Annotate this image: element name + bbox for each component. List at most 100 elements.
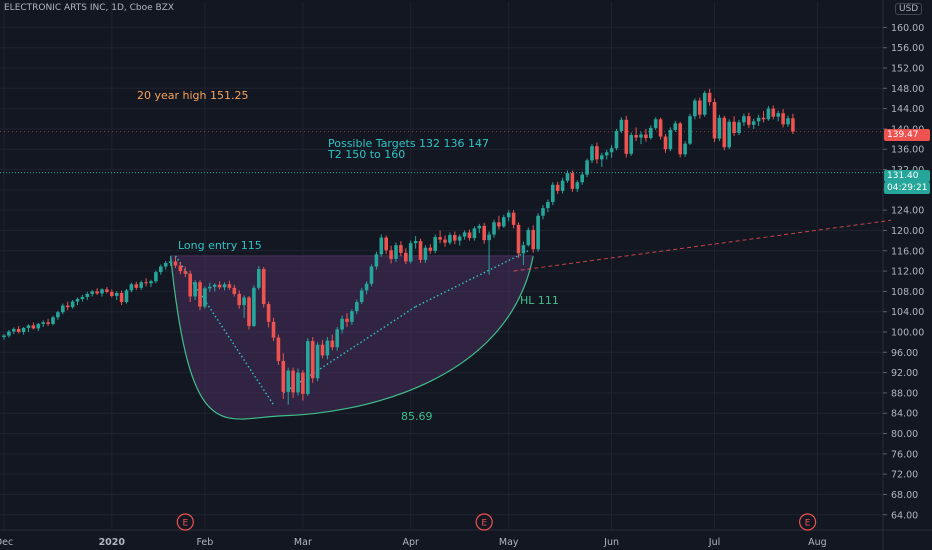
candle-body	[36, 323, 41, 329]
dotted-line	[415, 250, 529, 308]
candle-body	[301, 372, 305, 394]
candle-body	[404, 252, 408, 262]
candle-body	[737, 122, 741, 133]
candle-body	[139, 282, 143, 288]
price-tick-label: 136.00	[891, 145, 924, 156]
candle-body	[198, 282, 202, 307]
candle-body	[428, 247, 433, 251]
annotation-targets-t2: T2 150 to 160	[327, 148, 405, 161]
last-price-tag: 139.47	[884, 129, 930, 141]
candle-body	[482, 225, 486, 241]
annotation-long-entry: Long entry 115	[178, 239, 262, 252]
earnings-marker-circle	[798, 513, 817, 531]
candle-body	[46, 322, 50, 324]
candle-body	[193, 282, 197, 297]
candle-body	[580, 174, 584, 183]
time-tick-label: Aug	[808, 537, 827, 548]
time-tick-label: Jun	[603, 537, 619, 548]
candle-body	[506, 212, 511, 218]
candle-body	[776, 113, 780, 117]
candle-body	[619, 119, 624, 131]
candle-body	[41, 322, 45, 324]
candle-body	[644, 134, 648, 139]
candle-body	[119, 292, 124, 303]
price-tick-label: 152.00	[891, 64, 924, 75]
candle-body	[212, 284, 217, 287]
candle-body	[747, 116, 751, 125]
candle-body	[359, 290, 364, 303]
candle-body	[384, 237, 388, 251]
time-tick-label: Feb	[196, 537, 213, 548]
candle-body	[541, 208, 545, 216]
candle-body	[487, 234, 491, 241]
candle-body	[266, 304, 271, 322]
price-tick-label: 156.00	[891, 43, 924, 54]
candle-body	[325, 340, 330, 356]
candle-body	[712, 102, 717, 139]
candle-body	[51, 317, 55, 324]
candle-body	[149, 281, 153, 284]
candle-body	[565, 173, 570, 181]
candle-body	[291, 370, 295, 393]
candle-body	[663, 136, 668, 150]
price-tick-label: 80.00	[891, 429, 918, 440]
candle-body	[369, 266, 374, 284]
candle-body	[90, 291, 94, 294]
price-tick-label: 96.00	[891, 348, 918, 359]
candle-body	[786, 118, 790, 125]
candle-body	[649, 127, 653, 139]
candle-body	[408, 243, 413, 262]
annotation-low: 85.69	[401, 410, 433, 423]
time-axis[interactable]: Dec 2020 Feb Mar Apr May Jun Jul Aug	[0, 537, 827, 548]
candle-body	[560, 180, 565, 191]
candle-body	[467, 232, 472, 239]
time-tick-label: Mar	[294, 537, 312, 548]
candle-body	[144, 282, 148, 284]
candle-body	[306, 341, 310, 394]
price-tick-label: 88.00	[891, 388, 918, 399]
price-tick-label: 148.00	[891, 84, 924, 95]
candle-body	[105, 289, 109, 292]
candle-body	[756, 117, 761, 122]
candle-body	[433, 237, 437, 251]
price-tick-label: 100.00	[891, 328, 924, 339]
candle-body	[531, 229, 535, 250]
candle-body	[237, 293, 241, 306]
candle-body	[438, 237, 442, 240]
candle-body	[16, 328, 21, 332]
candle-body	[364, 283, 369, 291]
candle-body	[100, 289, 104, 294]
candle-body	[673, 123, 678, 130]
candle-body	[732, 121, 736, 133]
candle-body	[727, 121, 731, 148]
candle-body	[26, 325, 31, 328]
currency-badge[interactable]: USD	[895, 3, 923, 15]
price-tick-label: 112.00	[891, 267, 924, 278]
candle-body	[389, 250, 393, 259]
candle-body	[448, 235, 452, 243]
candle-body	[110, 291, 114, 296]
candle-body	[418, 241, 423, 260]
annotation-hl: HL 111	[520, 294, 559, 307]
candle-body	[457, 236, 462, 241]
candle-body	[350, 311, 354, 322]
candle-body	[281, 360, 286, 392]
candle-body	[163, 262, 168, 267]
candle-body	[413, 241, 418, 244]
candle-body	[771, 108, 776, 117]
candle-body	[394, 245, 398, 259]
candle-body	[95, 291, 99, 294]
price-tick-label: 92.00	[891, 368, 918, 379]
earnings-marker-circle	[176, 513, 194, 531]
candle-body	[296, 372, 300, 393]
candle-body	[536, 215, 540, 250]
candle-body	[722, 117, 727, 148]
annotation-high: 20 year high 151.25	[137, 89, 249, 102]
candle-body	[320, 344, 325, 356]
candle-body	[472, 228, 477, 239]
candle-body	[61, 305, 65, 313]
candle-body	[399, 245, 403, 253]
earnings-marker-label: E	[481, 519, 487, 529]
